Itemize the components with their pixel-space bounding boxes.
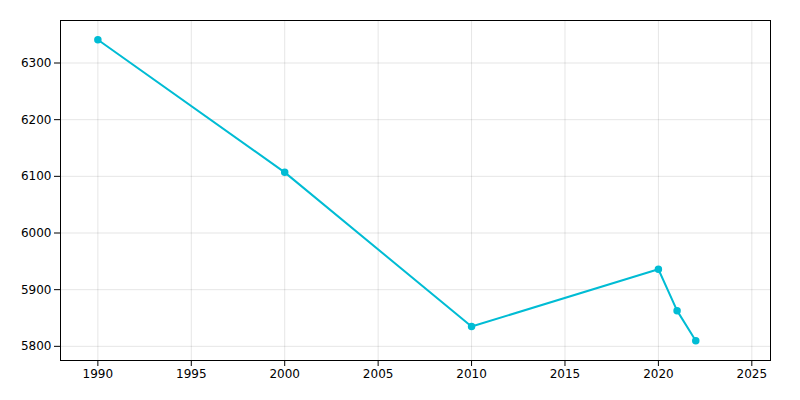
svg-text:6300: 6300	[21, 56, 52, 70]
svg-text:6200: 6200	[21, 113, 52, 127]
svg-text:5800: 5800	[21, 339, 52, 353]
svg-text:2005: 2005	[363, 367, 394, 381]
svg-text:1995: 1995	[176, 367, 207, 381]
svg-text:6000: 6000	[21, 226, 52, 240]
svg-text:2025: 2025	[737, 367, 768, 381]
svg-text:2020: 2020	[643, 367, 674, 381]
svg-text:1990: 1990	[83, 367, 114, 381]
svg-text:6100: 6100	[21, 169, 52, 183]
svg-text:5900: 5900	[21, 283, 52, 297]
svg-text:2010: 2010	[456, 367, 487, 381]
svg-text:2000: 2000	[269, 367, 300, 381]
svg-text:2015: 2015	[550, 367, 581, 381]
